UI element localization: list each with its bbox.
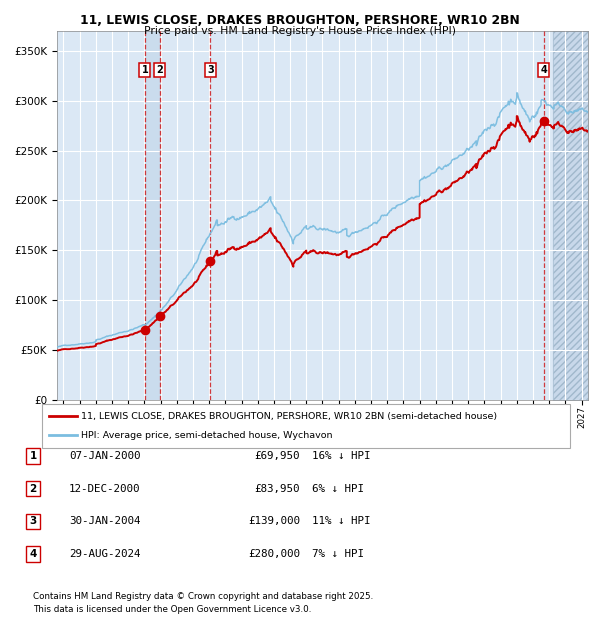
Text: 07-JAN-2000: 07-JAN-2000 [69, 451, 140, 461]
Bar [145, 31, 160, 400]
Text: 4: 4 [540, 64, 547, 75]
Text: 16% ↓ HPI: 16% ↓ HPI [312, 451, 371, 461]
Text: 1: 1 [142, 64, 148, 75]
Text: 3: 3 [29, 516, 37, 526]
Text: 2: 2 [157, 64, 163, 75]
Text: Contains HM Land Registry data © Crown copyright and database right 2025.: Contains HM Land Registry data © Crown c… [33, 592, 373, 601]
Text: Price paid vs. HM Land Registry's House Price Index (HPI): Price paid vs. HM Land Registry's House … [144, 26, 456, 36]
Text: 29-AUG-2024: 29-AUG-2024 [69, 549, 140, 559]
Text: 3: 3 [207, 64, 214, 75]
Text: £280,000: £280,000 [248, 549, 300, 559]
Text: 30-JAN-2004: 30-JAN-2004 [69, 516, 140, 526]
Text: 6% ↓ HPI: 6% ↓ HPI [312, 484, 364, 494]
Text: 1: 1 [29, 451, 37, 461]
Text: This data is licensed under the Open Government Licence v3.0.: This data is licensed under the Open Gov… [33, 604, 311, 614]
Text: £139,000: £139,000 [248, 516, 300, 526]
Text: 11% ↓ HPI: 11% ↓ HPI [312, 516, 371, 526]
Text: HPI: Average price, semi-detached house, Wychavon: HPI: Average price, semi-detached house,… [81, 431, 332, 440]
Text: £83,950: £83,950 [254, 484, 300, 494]
Text: 7% ↓ HPI: 7% ↓ HPI [312, 549, 364, 559]
Text: 11, LEWIS CLOSE, DRAKES BROUGHTON, PERSHORE, WR10 2BN (semi-detached house): 11, LEWIS CLOSE, DRAKES BROUGHTON, PERSH… [81, 412, 497, 421]
Text: 4: 4 [29, 549, 37, 559]
Text: 2: 2 [29, 484, 37, 494]
Text: 11, LEWIS CLOSE, DRAKES BROUGHTON, PERSHORE, WR10 2BN: 11, LEWIS CLOSE, DRAKES BROUGHTON, PERSH… [80, 14, 520, 27]
Text: 12-DEC-2000: 12-DEC-2000 [69, 484, 140, 494]
Text: £69,950: £69,950 [254, 451, 300, 461]
